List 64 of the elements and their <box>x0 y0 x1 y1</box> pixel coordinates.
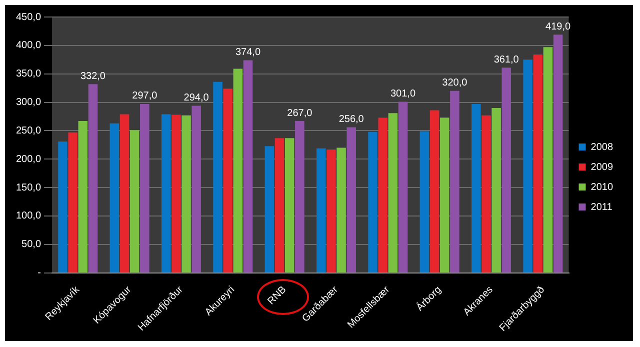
data-label: 297,0 <box>132 90 158 102</box>
legend-label: 2010 <box>590 182 614 193</box>
bar <box>78 121 88 272</box>
bar <box>110 123 120 272</box>
bar <box>420 131 430 272</box>
bar <box>243 60 253 272</box>
bar <box>274 138 284 272</box>
bar <box>553 34 563 272</box>
bar <box>533 54 543 272</box>
y-tick-label: - <box>38 268 42 279</box>
y-tick-label: 200,0 <box>16 154 42 165</box>
bar <box>88 84 98 272</box>
bar <box>182 115 191 272</box>
bar <box>326 149 336 272</box>
y-tick-label: 400,0 <box>16 40 42 52</box>
legend-label: 2011 <box>590 202 613 213</box>
bar <box>172 114 181 272</box>
bar <box>213 82 222 272</box>
bar <box>316 148 326 272</box>
bar <box>192 106 201 272</box>
bar <box>398 102 408 272</box>
y-tick-label: 100,0 <box>16 210 42 222</box>
legend-label: 2008 <box>590 142 614 153</box>
bar <box>471 104 481 272</box>
legend-label: 2009 <box>590 162 614 173</box>
data-label: 256,0 <box>338 114 364 126</box>
bar <box>284 138 294 272</box>
bar <box>388 113 398 272</box>
data-label: 301,0 <box>390 88 416 100</box>
bar <box>336 148 346 272</box>
bar <box>368 132 378 272</box>
bar <box>130 130 140 272</box>
bar <box>450 90 460 272</box>
bar <box>264 146 274 272</box>
bar <box>492 108 501 272</box>
data-label: 294,0 <box>184 92 210 104</box>
bar <box>295 121 304 272</box>
y-tick-label: 50,0 <box>22 239 42 250</box>
bar <box>502 68 511 272</box>
bar <box>58 142 68 272</box>
bar <box>523 60 532 272</box>
bar <box>440 118 450 272</box>
bar <box>140 104 150 272</box>
bar <box>233 68 243 272</box>
data-label: 320,0 <box>442 78 468 89</box>
y-tick-label: 250,0 <box>16 125 42 136</box>
bar <box>68 132 78 272</box>
y-tick-label: 300,0 <box>16 97 42 108</box>
bar <box>346 127 356 272</box>
y-tick-label: 150,0 <box>16 182 42 194</box>
bar <box>120 114 130 272</box>
data-label: 267,0 <box>287 108 313 119</box>
bar <box>378 118 388 272</box>
bar <box>161 114 171 272</box>
data-label: 361,0 <box>494 54 520 66</box>
bar <box>430 110 440 272</box>
data-label: 332,0 <box>80 70 106 82</box>
y-tick-label: 450,0 <box>16 12 42 23</box>
bar <box>482 115 491 272</box>
y-tick-label: 350,0 <box>16 68 42 80</box>
data-label: 419,0 <box>546 21 571 32</box>
bar <box>223 88 232 272</box>
data-label: 374,0 <box>235 46 261 58</box>
bar <box>543 47 553 272</box>
